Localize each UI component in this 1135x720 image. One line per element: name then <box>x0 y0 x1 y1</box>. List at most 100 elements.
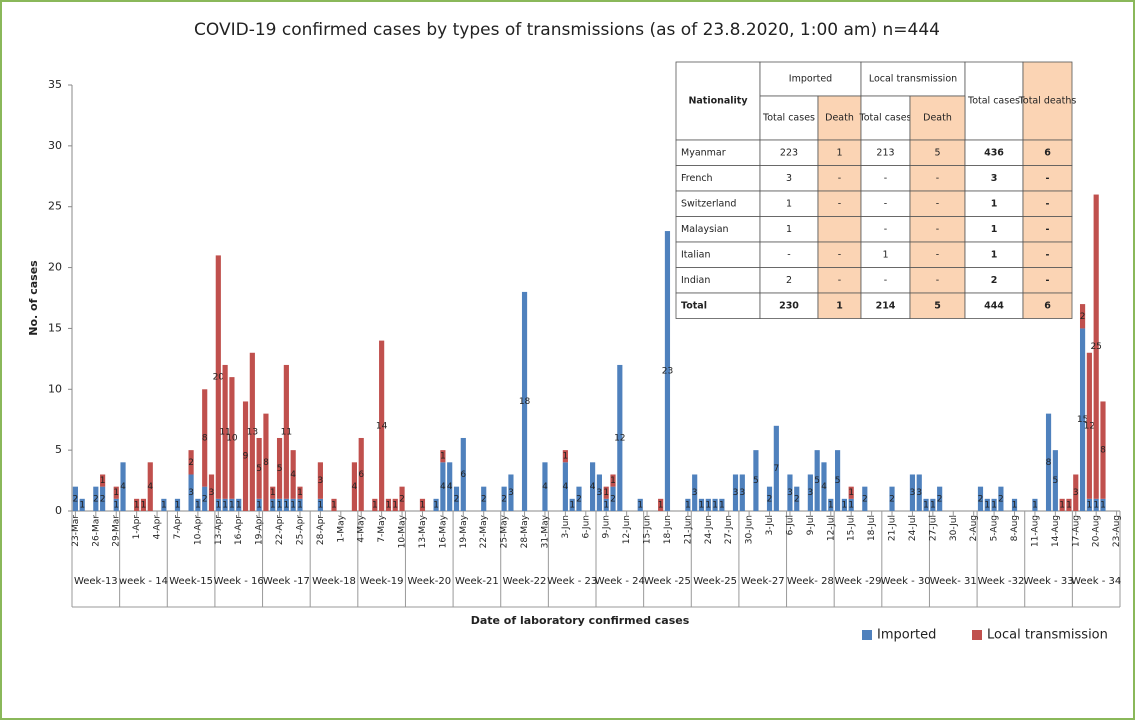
x-tick-label: 24-Jul <box>908 515 918 541</box>
table-cell <box>1022 165 1073 192</box>
table-cell-text: - <box>1046 198 1050 209</box>
data-label: 1 <box>283 500 289 510</box>
legend-label: Imported <box>877 628 936 643</box>
bar-segment <box>1011 498 1018 511</box>
bar-segment <box>1100 401 1106 499</box>
x-tick-label: 21-Jul <box>888 515 898 541</box>
table-cell <box>860 165 911 192</box>
data-label: 1 <box>923 500 929 510</box>
week-label: Week -25 <box>644 576 691 587</box>
data-label: 1 <box>1032 500 1038 510</box>
x-tick-label: 19-May <box>459 514 469 548</box>
data-label: 2 <box>610 494 616 504</box>
bar-segment <box>692 474 698 511</box>
bar-segment <box>440 462 446 511</box>
data-label: 9 <box>243 452 249 462</box>
table-cell <box>860 139 911 166</box>
bar-segment <box>1045 413 1052 511</box>
table-cell-text: - <box>936 275 939 286</box>
bar-segment <box>72 486 78 511</box>
data-label: 3 <box>508 488 514 498</box>
y-tick-label: 25 <box>48 200 62 213</box>
data-label: 2 <box>998 494 1004 504</box>
bar-segment <box>147 462 153 511</box>
table-cell <box>964 267 1024 294</box>
table-cell-text: 1 <box>836 300 843 311</box>
data-label: 4 <box>440 482 446 492</box>
bar-segment <box>637 498 643 511</box>
bar-segment <box>937 486 943 511</box>
data-label: 1 <box>603 500 609 510</box>
bar-segment <box>1073 474 1079 511</box>
y-tick-label: 15 <box>48 321 62 334</box>
data-label: 2 <box>889 494 895 504</box>
bar-segment <box>195 498 201 511</box>
data-label: 3 <box>692 488 698 498</box>
x-tick-label: 1-Apr <box>132 515 142 540</box>
data-label: 1 <box>270 488 276 498</box>
x-tick-label: 18-Jun <box>663 515 673 544</box>
data-label: 1 <box>705 500 711 510</box>
table-cell <box>1022 216 1073 243</box>
table-cell <box>909 95 966 141</box>
week-label: Week -17 <box>263 576 310 587</box>
data-label: 1 <box>569 500 575 510</box>
bar-segment <box>100 486 106 511</box>
bar-segment <box>862 486 868 511</box>
bar-segment <box>590 462 596 511</box>
data-label: 2 <box>576 494 582 504</box>
x-tick-label: 3-Jul <box>765 515 775 535</box>
data-label: 12 <box>614 433 625 443</box>
data-label: 25 <box>1090 342 1101 352</box>
table-cell-text: - <box>1046 224 1050 235</box>
bar-segment <box>1079 328 1086 511</box>
bar-segment <box>270 486 276 499</box>
x-tick-label: 2-Aug <box>969 515 979 541</box>
x-tick-label: 6-Jul <box>785 515 795 535</box>
bar-segment <box>283 498 289 511</box>
x-tick-label: 5-Aug <box>990 515 1000 541</box>
data-label: 1 <box>1059 500 1065 510</box>
bar-segment <box>1079 304 1086 329</box>
data-label: 2 <box>794 494 800 504</box>
table-cell-text: - <box>884 198 887 209</box>
data-label: 2 <box>399 494 405 504</box>
bar-segment <box>1086 498 1092 511</box>
x-tick-label: 16-Apr <box>234 515 244 545</box>
table-header: Total deaths <box>1018 96 1077 107</box>
bar-segment <box>481 486 487 511</box>
data-label: 1 <box>79 500 85 510</box>
bar-segment <box>814 450 820 511</box>
y-tick-label: 30 <box>48 139 62 152</box>
x-tick-label: 19-Apr <box>255 515 265 545</box>
week-label: Week-19 <box>360 576 404 587</box>
bar-segment <box>991 498 997 511</box>
table-cell <box>817 216 862 243</box>
bar-segment <box>1086 352 1092 499</box>
table-cell <box>817 292 862 319</box>
data-label: 1 <box>297 488 303 498</box>
table-subheader: Death <box>825 113 854 124</box>
x-tick-label: 8-Aug <box>1010 515 1020 541</box>
table-cell <box>1022 61 1073 141</box>
x-tick-label: 25-Apr <box>295 515 305 545</box>
y-tick-label: 20 <box>48 261 62 274</box>
table-cell-text: - <box>936 249 939 260</box>
x-tick-label: 13-May <box>418 514 428 548</box>
table-cell-text: 213 <box>876 147 894 158</box>
bar-segment <box>821 462 827 511</box>
x-tick-label: 30-Jun <box>745 515 755 544</box>
table-cell-text: 230 <box>779 300 799 311</box>
data-label: 2 <box>1080 312 1086 322</box>
table-cell-text: French <box>681 173 713 184</box>
data-label: 8 <box>1046 458 1052 468</box>
data-label: 1 <box>297 500 303 510</box>
table-cell-text: 223 <box>780 147 798 158</box>
bar-segment <box>453 486 460 511</box>
table-cell-text: Italian <box>681 249 710 260</box>
x-tick-label: 10-Apr <box>193 515 203 545</box>
table-cell-text: - <box>838 198 841 209</box>
data-label: 18 <box>519 397 531 407</box>
data-label: 4 <box>590 482 596 492</box>
